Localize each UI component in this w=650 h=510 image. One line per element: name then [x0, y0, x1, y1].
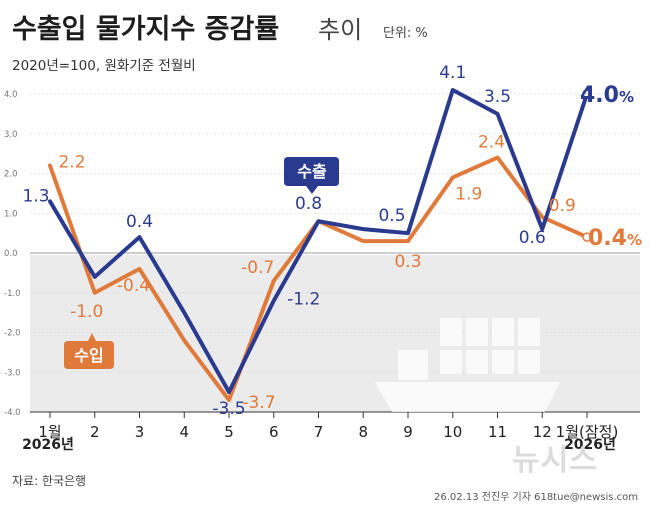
import-end-marker — [582, 232, 592, 242]
x-tick-label: 12 — [533, 423, 552, 441]
import-badge-label: 수입 — [74, 346, 103, 365]
import-legend-badge: 수입 — [64, 333, 114, 369]
export-end-marker — [582, 89, 592, 99]
chart-title: 수출입 물가지수 증감률 — [12, 14, 279, 45]
y-tick-label: 0.0 — [4, 249, 18, 259]
y-tick-label: -2.0 — [4, 329, 21, 339]
export-data-label: 4.1 — [439, 63, 466, 83]
y-tick-label: -4.0 — [4, 408, 21, 418]
end-markers — [582, 89, 592, 242]
x-axis-ticks: 1월 2 3 4 5 6 7 8 9 10 11 12 1월(잠정) — [38, 412, 618, 441]
x-tick-label: 3 — [135, 423, 145, 441]
import-data-label: 0.9 — [549, 196, 576, 216]
x-tick-label: 1월 — [38, 423, 61, 441]
export-badge-label: 수출 — [297, 162, 327, 181]
y-axis-ticks: 4.0 3.0 2.0 1.0 0.0 -1.0 -2.0 -3.0 -4.0 — [4, 90, 21, 418]
export-data-label: 0.4 — [126, 212, 153, 232]
chart-title-sub: 추이 — [318, 16, 362, 44]
import-data-label: -0.4 — [117, 276, 150, 296]
newsis-logo: 뉴시스 — [512, 443, 598, 478]
import-data-label: 2.4 — [478, 133, 505, 153]
export-data-label: 3.5 — [484, 87, 511, 107]
x-tick-label: 10 — [443, 423, 462, 441]
x-tick-label: 1월(잠정) — [556, 423, 619, 441]
export-data-label: 1.3 — [22, 186, 49, 206]
x-tick-label: 9 — [403, 423, 413, 441]
x-tick-label: 8 — [358, 423, 368, 441]
import-data-label: 1.9 — [455, 184, 482, 204]
unit-label: 단위: % — [383, 26, 428, 41]
source-label: 자료: 한국은행 — [12, 473, 86, 488]
import-data-label: 2.2 — [58, 153, 85, 173]
x-tick-label: 11 — [488, 423, 507, 441]
series-lines — [48, 88, 589, 403]
x-tick-label: 6 — [269, 423, 279, 441]
import-data-label: -1.0 — [70, 302, 103, 322]
export-data-label: -1.2 — [287, 290, 320, 310]
import-data-label: 0.3 — [394, 252, 421, 272]
x-tick-label: 5 — [224, 423, 234, 441]
export-data-label: 4.0% — [580, 83, 634, 108]
credit-label: 26.02.13 전진우 기자 618tue@newsis.com — [434, 491, 638, 503]
export-data-label: 0.5 — [378, 206, 405, 226]
y-tick-label: -1.0 — [4, 289, 21, 299]
y-tick-label: 3.0 — [4, 130, 18, 140]
export-data-label: -3.5 — [212, 399, 245, 419]
export-data-label: 0.8 — [295, 194, 322, 214]
chart-subtitle: 2020년=100, 원화기준 전월비 — [12, 58, 196, 74]
year-label-start: 2026년 — [22, 437, 74, 453]
y-tick-label: 1.0 — [4, 209, 18, 219]
x-tick-label: 4 — [179, 423, 189, 441]
year-label-end: 2026년 — [564, 437, 616, 453]
export-series-line — [48, 88, 589, 395]
export-data-label: 0.6 — [519, 228, 546, 248]
export-legend-badge: 수출 — [284, 157, 339, 194]
x-tick-label: 2 — [90, 423, 100, 441]
point-labels: 1.3 0.4 -3.5 -1.2 0.8 0.5 4.1 3.5 0.6 4.0% 2.2 -1.0… — [22, 63, 642, 419]
x-tick-label: 7 — [314, 423, 324, 441]
import-data-label: 0.4% — [588, 226, 642, 251]
import-data-label: -3.7 — [242, 393, 275, 413]
import-data-label: -0.7 — [241, 258, 274, 278]
ship-illustration — [375, 318, 560, 412]
y-tick-label: -3.0 — [4, 368, 21, 378]
y-tick-label: 2.0 — [4, 170, 18, 180]
y-tick-label: 4.0 — [4, 90, 18, 100]
